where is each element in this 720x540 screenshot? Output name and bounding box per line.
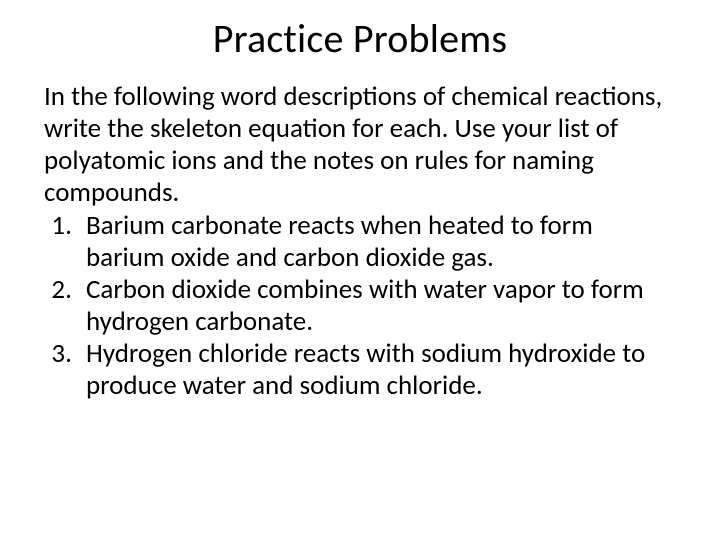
problem-list: Barium carbonate reacts when heated to f… (44, 210, 676, 401)
list-item: Hydrogen chloride reacts with sodium hyd… (78, 338, 676, 402)
list-item: Carbon dioxide combines with water vapor… (78, 274, 676, 338)
list-item: Barium carbonate reacts when heated to f… (78, 210, 676, 274)
page-title: Practice Problems (44, 14, 676, 63)
slide: Practice Problems In the following word … (0, 0, 720, 540)
intro-paragraph: In the following word descriptions of ch… (44, 81, 676, 208)
